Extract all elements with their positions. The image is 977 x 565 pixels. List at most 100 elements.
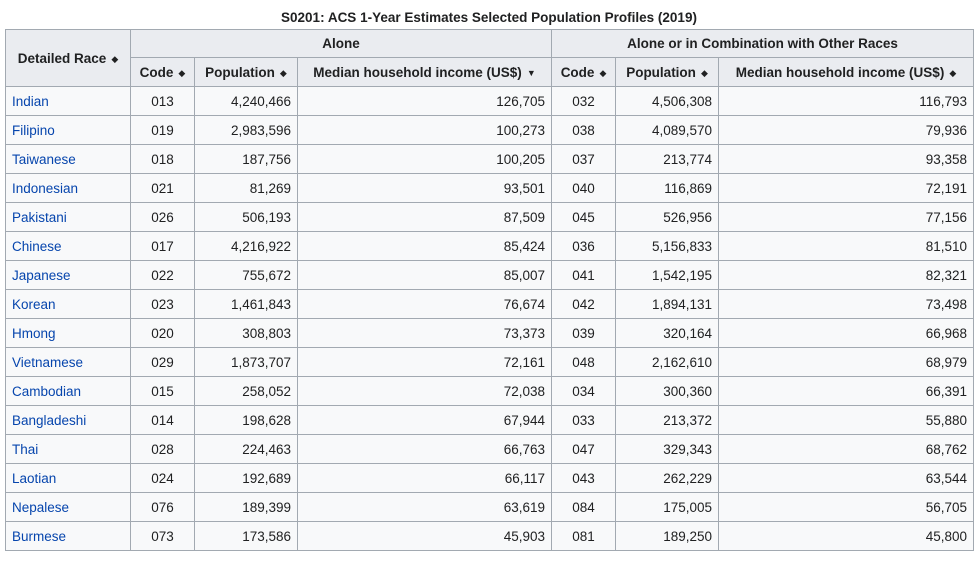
race-cell[interactable]: Laotian: [5, 463, 131, 493]
alone-population-cell: 189,399: [194, 492, 298, 522]
race-link[interactable]: Korean: [12, 296, 56, 312]
alone-income-cell: 73,373: [296, 318, 553, 348]
alone-income-cell: 93,501: [296, 173, 553, 203]
alone-population-cell: 2,983,596: [194, 115, 298, 145]
race-cell[interactable]: Hmong: [5, 318, 131, 348]
race-link[interactable]: Cambodian: [12, 383, 82, 399]
table-row: Taiwanese 018 187,756 100,205 037 213,774 93,3…: [5, 144, 975, 174]
table-row: Filipino 019 2,983,596 100,273 038 4,089,570 7…: [5, 115, 975, 145]
alone-code-cell: 026: [130, 202, 195, 232]
combo-code-cell: 032: [551, 86, 617, 116]
combo-income-cell: 73,498: [718, 289, 975, 319]
combo-code-cell: 081: [551, 521, 617, 551]
race-link[interactable]: Filipino: [12, 122, 55, 138]
combo-code-cell: 038: [551, 115, 617, 145]
combo-income-cell: 116,793: [718, 86, 975, 116]
header-detailed-race[interactable]: Detailed Race ◆: [5, 29, 131, 87]
alone-population-cell: 198,628: [194, 405, 298, 435]
alone-code-cell: 024: [130, 463, 195, 493]
combo-income-cell: 81,510: [718, 231, 975, 261]
race-link[interactable]: Bangladeshi: [12, 412, 87, 428]
race-cell[interactable]: Indonesian: [5, 173, 131, 203]
race-cell[interactable]: Vietnamese: [5, 347, 131, 377]
race-link[interactable]: Chinese: [12, 238, 62, 254]
combo-code-cell: 047: [551, 434, 617, 464]
header-combo-code[interactable]: Code ◆: [551, 57, 617, 87]
combo-income-cell: 93,358: [718, 144, 975, 174]
combo-income-cell: 68,762: [718, 434, 975, 464]
combo-code-cell: 043: [551, 463, 617, 493]
header-combo-population[interactable]: Population ◆: [615, 57, 720, 87]
race-link[interactable]: Nepalese: [12, 499, 70, 515]
race-link[interactable]: Hmong: [12, 325, 56, 341]
alone-code-cell: 017: [130, 231, 195, 261]
alone-income-cell: 66,763: [296, 434, 553, 464]
alone-code-cell: 029: [130, 347, 195, 377]
header-alone-income[interactable]: Median household income (US$) ▼: [296, 57, 553, 87]
race-link[interactable]: Taiwanese: [12, 151, 76, 167]
combo-code-cell: 041: [551, 260, 617, 290]
race-cell[interactable]: Chinese: [5, 231, 131, 261]
table-row: Korean 023 1,461,843 76,674 042 1,894,131 73,4…: [5, 289, 975, 319]
race-cell[interactable]: Korean: [5, 289, 131, 319]
race-link[interactable]: Japanese: [12, 267, 71, 283]
race-cell[interactable]: Taiwanese: [5, 144, 131, 174]
race-link[interactable]: Vietnamese: [12, 354, 84, 370]
race-cell[interactable]: Bangladeshi: [5, 405, 131, 435]
header-alone-code[interactable]: Code ◆: [130, 57, 195, 87]
sort-descending-icon[interactable]: ▼: [526, 67, 536, 78]
alone-population-cell: 173,586: [194, 521, 298, 551]
race-link[interactable]: Thai: [12, 441, 39, 457]
combo-income-cell: 56,705: [718, 492, 975, 522]
header-combo-income-label: Median household income (US$): [735, 64, 945, 80]
combo-income-cell: 66,391: [718, 376, 975, 406]
race-cell[interactable]: Filipino: [5, 115, 131, 145]
race-link[interactable]: Indonesian: [12, 180, 79, 196]
sort-both-icon[interactable]: ◆: [949, 67, 957, 78]
header-detailed-race-label: Detailed Race: [17, 50, 107, 66]
alone-code-cell: 014: [130, 405, 195, 435]
sort-both-icon[interactable]: ◆: [111, 53, 119, 64]
sort-both-icon[interactable]: ◆: [599, 67, 607, 78]
table-row: Hmong 020 308,803 73,373 039 320,164 66,968: [5, 318, 975, 348]
combo-population-cell: 526,956: [615, 202, 720, 232]
sort-both-icon[interactable]: ◆: [178, 67, 186, 78]
alone-population-cell: 1,873,707: [194, 347, 298, 377]
alone-income-cell: 72,161: [296, 347, 553, 377]
race-cell[interactable]: Indian: [5, 86, 131, 116]
race-cell[interactable]: Cambodian: [5, 376, 131, 406]
race-cell[interactable]: Japanese: [5, 260, 131, 290]
header-alone-population[interactable]: Population ◆: [194, 57, 298, 87]
alone-income-cell: 45,903: [296, 521, 553, 551]
race-cell[interactable]: Nepalese: [5, 492, 131, 522]
race-cell[interactable]: Pakistani: [5, 202, 131, 232]
race-link[interactable]: Laotian: [12, 470, 57, 486]
sort-both-icon[interactable]: ◆: [279, 67, 287, 78]
race-link[interactable]: Pakistani: [12, 209, 67, 225]
alone-code-cell: 018: [130, 144, 195, 174]
table-row: Chinese 017 4,216,922 85,424 036 5,156,833 81,…: [5, 231, 975, 261]
combo-income-cell: 72,191: [718, 173, 975, 203]
population-table: Detailed Race ◆ Alone Alone or in Combina…: [5, 29, 975, 551]
race-link[interactable]: Indian: [12, 93, 49, 109]
race-cell[interactable]: Thai: [5, 434, 131, 464]
alone-income-cell: 72,038: [296, 376, 553, 406]
header-combo-population-label: Population: [626, 64, 696, 80]
header-group-alone: Alone: [129, 29, 553, 58]
table-row: Nepalese 076 189,399 63,619 084 175,005 56,705: [5, 492, 975, 522]
alone-code-cell: 019: [130, 115, 195, 145]
race-link[interactable]: Burmese: [12, 528, 67, 544]
header-combo-income[interactable]: Median household income (US$) ◆: [718, 57, 975, 87]
combo-code-cell: 034: [551, 376, 617, 406]
alone-income-cell: 126,705: [296, 86, 553, 116]
alone-code-cell: 013: [130, 86, 195, 116]
table-caption: S0201: ACS 1-Year Estimates Selected Pop…: [281, 10, 697, 25]
race-cell[interactable]: Burmese: [5, 521, 131, 551]
alone-population-cell: 81,269: [194, 173, 298, 203]
alone-population-cell: 224,463: [194, 434, 298, 464]
combo-population-cell: 1,894,131: [615, 289, 720, 319]
sort-both-icon[interactable]: ◆: [700, 67, 708, 78]
alone-code-cell: 028: [130, 434, 195, 464]
combo-population-cell: 262,229: [615, 463, 720, 493]
combo-code-cell: 037: [551, 144, 617, 174]
